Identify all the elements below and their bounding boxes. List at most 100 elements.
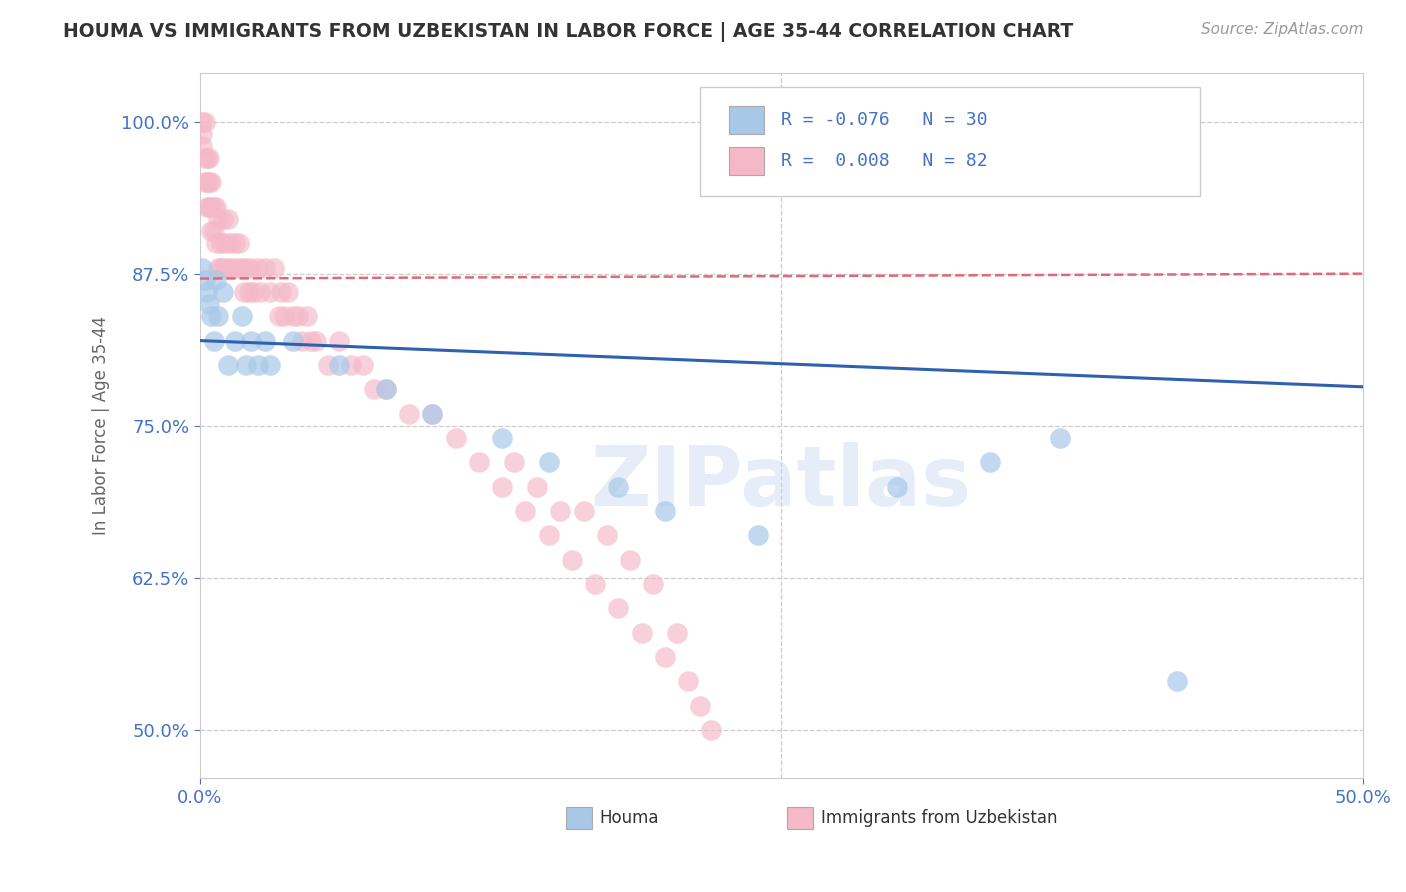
Point (235, 358, 257, 372)
Point (537, 455, 560, 469)
Text: R =  0.008   N = 82: R = 0.008 N = 82 (782, 153, 988, 170)
FancyBboxPatch shape (728, 147, 763, 176)
Point (246, 260, 269, 275)
Point (328, 358, 350, 372)
Point (231, 260, 253, 275)
Point (267, 310, 290, 324)
Point (202, 334, 225, 348)
Point (886, 479, 908, 493)
Point (205, 200, 228, 214)
Point (316, 358, 339, 372)
Point (193, 176, 215, 190)
FancyBboxPatch shape (700, 87, 1199, 196)
Point (198, 176, 221, 190)
Point (537, 528, 560, 542)
Point (305, 334, 328, 348)
FancyBboxPatch shape (787, 806, 813, 830)
Point (572, 504, 595, 518)
Point (747, 528, 769, 542)
Point (193, 151, 215, 165)
Point (193, 273, 215, 287)
Point (363, 382, 385, 396)
Text: ZIPatlas: ZIPatlas (591, 442, 972, 523)
Point (221, 260, 243, 275)
Point (198, 297, 221, 311)
Text: HOUMA VS IMMIGRANTS FROM UZBEKISTAN IN LABOR FORCE | AGE 35-44 CORRELATION CHART: HOUMA VS IMMIGRANTS FROM UZBEKISTAN IN L… (63, 22, 1074, 42)
Point (273, 310, 295, 324)
Point (195, 176, 218, 190)
Point (491, 431, 513, 445)
Point (301, 334, 323, 348)
Point (281, 310, 304, 324)
Point (224, 236, 246, 251)
Point (195, 151, 218, 165)
Point (550, 504, 572, 518)
Point (596, 528, 619, 542)
Point (374, 382, 396, 396)
FancyBboxPatch shape (728, 106, 763, 135)
Point (374, 382, 396, 396)
Point (526, 479, 548, 493)
Point (468, 455, 491, 469)
Point (195, 200, 218, 214)
Point (191, 114, 214, 128)
Point (259, 358, 281, 372)
Point (200, 310, 222, 324)
Point (979, 455, 1001, 469)
Point (205, 273, 228, 287)
Point (270, 285, 292, 299)
Point (207, 310, 229, 324)
Point (207, 211, 229, 226)
Point (643, 577, 665, 591)
Point (240, 260, 263, 275)
Point (193, 114, 215, 128)
Point (654, 649, 676, 664)
Point (295, 310, 318, 324)
Point (328, 334, 350, 348)
Point (630, 625, 652, 640)
Point (200, 176, 222, 190)
Point (217, 211, 239, 226)
Point (259, 285, 281, 299)
Point (226, 260, 249, 275)
Point (246, 358, 269, 372)
Point (235, 260, 257, 275)
Point (202, 200, 225, 214)
Point (253, 334, 276, 348)
Point (287, 310, 309, 324)
Point (200, 200, 222, 214)
Point (444, 431, 467, 445)
Point (619, 552, 641, 566)
Point (422, 407, 444, 421)
Point (352, 358, 374, 372)
Point (191, 127, 214, 141)
Text: R = -0.076   N = 30: R = -0.076 N = 30 (782, 112, 988, 129)
Point (217, 358, 239, 372)
Point (198, 151, 221, 165)
Text: Immigrants from Uzbekistan: Immigrants from Uzbekistan (821, 809, 1057, 827)
Point (561, 552, 583, 566)
Point (491, 479, 513, 493)
Point (202, 224, 225, 238)
Point (291, 334, 314, 348)
Point (214, 236, 236, 251)
Point (654, 504, 676, 518)
Point (689, 698, 711, 713)
Point (340, 358, 363, 372)
Point (228, 236, 250, 251)
Point (212, 211, 235, 226)
Point (198, 200, 221, 214)
Point (212, 260, 235, 275)
Point (205, 236, 228, 251)
Point (249, 285, 271, 299)
Text: Source: ZipAtlas.com: Source: ZipAtlas.com (1201, 22, 1364, 37)
Point (219, 236, 242, 251)
Point (238, 285, 260, 299)
Point (233, 285, 256, 299)
Point (515, 504, 537, 518)
Point (195, 285, 218, 299)
Point (212, 285, 235, 299)
Point (224, 334, 246, 348)
Point (676, 674, 699, 689)
Point (700, 723, 723, 737)
